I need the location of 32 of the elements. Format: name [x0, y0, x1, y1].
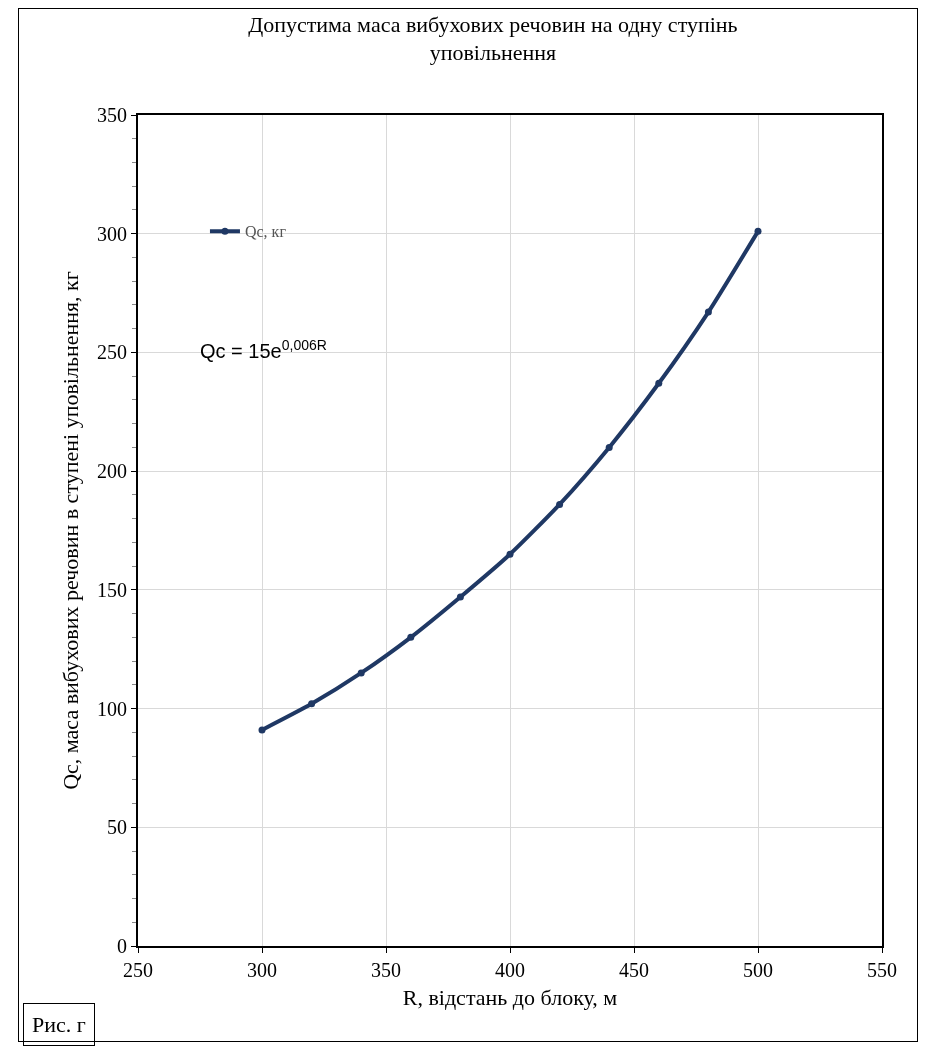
annotation: Qc = 15e$^{0,006R}$: [200, 337, 327, 363]
point: [704, 308, 712, 316]
x-tick-label: 400: [495, 959, 525, 981]
x-tick-label: 300: [247, 959, 277, 981]
x-axis-title: R, відстань до блоку, м: [402, 985, 618, 1011]
point: [258, 726, 266, 734]
y-tick-label: 150: [97, 578, 127, 601]
x-tick-label: 350: [371, 959, 401, 981]
point: [308, 700, 316, 708]
point: [655, 379, 663, 387]
point: [456, 593, 464, 601]
point: [754, 227, 762, 235]
chart-title: Допустима маса вибухових речовин на одну ступінь уповільнення: [248, 11, 738, 66]
x-tick-label: 450: [619, 959, 649, 981]
point: [605, 443, 613, 451]
x-tick-label: 550: [867, 959, 897, 981]
legend-label: Qc, кг: [244, 223, 287, 241]
x-tick-label: 250: [123, 959, 153, 981]
point: [407, 633, 415, 641]
y-tick-label: 300: [97, 222, 127, 245]
point: [506, 550, 514, 558]
text: Рис. г: [32, 1012, 86, 1037]
point: [357, 669, 365, 677]
y-tick-label: 100: [97, 697, 127, 720]
y-tick-label: 350: [97, 104, 127, 126]
x-tick-label: 500: [743, 959, 773, 981]
y-tick-label: 250: [97, 341, 127, 364]
y-tick-label: 200: [97, 460, 127, 483]
y-tick-label: 50: [107, 816, 127, 839]
y-axis-title: Qc, маса вибухових речовин в ступені уповільнення, кг: [58, 271, 84, 790]
y-tick-label: 0: [117, 935, 127, 957]
point: [556, 500, 564, 508]
